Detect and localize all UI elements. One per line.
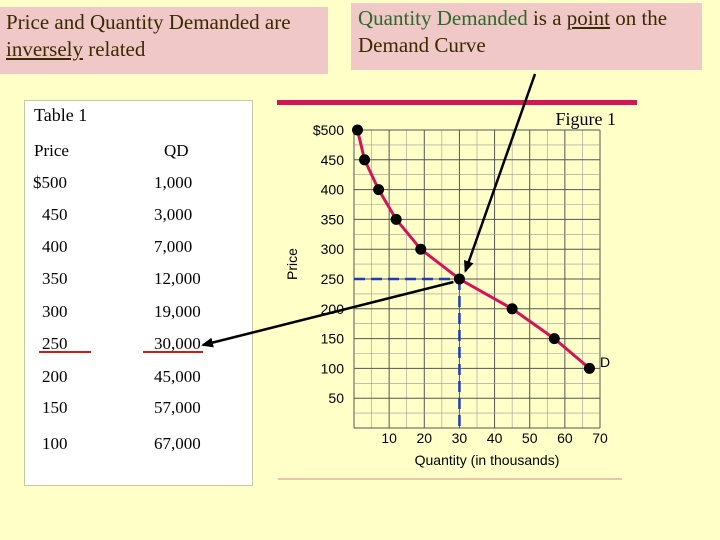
arrow-to-table-row bbox=[201, 280, 454, 348]
callout-inverse-relation: Price and Quantity Demanded are inversel… bbox=[0, 7, 328, 74]
x-tick-label: 10 bbox=[381, 430, 397, 446]
x-axis-label: Quantity (in thousands) bbox=[415, 452, 560, 468]
y-tick-label: 400 bbox=[321, 182, 345, 198]
x-tick-label: 50 bbox=[522, 430, 538, 446]
y-tick-label: $500 bbox=[313, 122, 344, 138]
table-cell-qd: 7,000 bbox=[154, 237, 193, 256]
callout-arrows bbox=[201, 73, 537, 348]
chart-title: Figure 1 bbox=[556, 109, 617, 129]
data-point bbox=[373, 184, 385, 196]
chart-guides bbox=[354, 277, 461, 432]
y-axis-label: Price bbox=[284, 248, 300, 280]
x-tick-label: 40 bbox=[487, 430, 503, 446]
callout-left-underlined: inversely bbox=[6, 37, 83, 61]
callout-right-tail: on the Demand Curve bbox=[358, 6, 668, 57]
demand-points bbox=[352, 124, 595, 374]
table-cell-qd: 19,000 bbox=[154, 302, 201, 321]
x-tick-label: 60 bbox=[557, 430, 573, 446]
y-tick-label: 250 bbox=[321, 271, 345, 287]
chart-grid bbox=[353, 129, 601, 429]
table-cell-qd: 3,000 bbox=[154, 205, 193, 224]
data-point bbox=[453, 273, 465, 285]
table-cell-qd: 57,000 bbox=[154, 398, 201, 417]
row-250-qd-underline bbox=[143, 351, 203, 353]
table-title: Table 1 bbox=[34, 105, 88, 125]
table-cell-qd: 30,000 bbox=[154, 334, 201, 353]
data-point bbox=[415, 243, 427, 255]
table-cell-qd: 1,000 bbox=[154, 173, 193, 192]
data-point bbox=[390, 213, 402, 225]
table-cell-price: 100 bbox=[42, 434, 68, 453]
table-cell-price: $500 bbox=[33, 173, 67, 192]
data-point bbox=[352, 124, 364, 136]
table-cell-price: 450 bbox=[42, 205, 68, 224]
arrow-to-curve-point bbox=[464, 73, 537, 273]
y-tick-label: 350 bbox=[321, 211, 345, 227]
y-tick-label: 100 bbox=[321, 360, 345, 376]
table-header-qd: QD bbox=[164, 141, 189, 160]
callout-right-green: Quantity Demanded bbox=[358, 6, 528, 30]
table-cell-qd: 12,000 bbox=[154, 269, 201, 288]
data-point bbox=[548, 333, 560, 345]
callout-left-tail: related bbox=[82, 37, 146, 61]
chart-ticks: 10 20 30 40 50 60 70$5004504003503002502001501… bbox=[313, 122, 608, 446]
table-cell-price: 350 bbox=[42, 269, 68, 288]
data-point bbox=[583, 362, 595, 374]
table-cell-qd: 67,000 bbox=[154, 434, 201, 453]
table-cell-price: 200 bbox=[42, 367, 68, 386]
table-cell-qd: 45,000 bbox=[154, 367, 201, 386]
callout-right-underlined: point bbox=[566, 6, 610, 30]
data-point bbox=[506, 303, 518, 315]
x-tick-label: 20 bbox=[416, 430, 432, 446]
callout-left-text: Price and Quantity Demanded are bbox=[6, 10, 291, 34]
table-cell-price: 400 bbox=[42, 237, 68, 256]
x-tick-label: 70 bbox=[592, 430, 608, 446]
y-tick-label: 50 bbox=[328, 390, 344, 406]
table-header-price: Price bbox=[34, 141, 69, 160]
callout-point-on-curve: Quantity Demanded is a point on the Dema… bbox=[351, 3, 702, 70]
callout-right-mid: is a bbox=[527, 6, 567, 30]
series-label-d: D bbox=[600, 354, 610, 370]
row-250-price-underline bbox=[39, 351, 91, 353]
data-point bbox=[359, 154, 371, 166]
x-tick-label: 30 bbox=[452, 430, 468, 446]
top-divider bbox=[277, 100, 637, 105]
y-tick-label: 450 bbox=[321, 152, 345, 168]
demand-table: Table 1 Price QD $500 1,000 450 3,000 400 7,000… bbox=[24, 100, 253, 486]
y-tick-label: 300 bbox=[321, 241, 345, 257]
table-cell-price: 250 bbox=[42, 334, 68, 353]
table-cell-price: 300 bbox=[42, 302, 68, 321]
y-tick-label: 150 bbox=[321, 331, 345, 347]
table-cell-price: 150 bbox=[42, 398, 68, 417]
bottom-divider bbox=[278, 478, 622, 480]
